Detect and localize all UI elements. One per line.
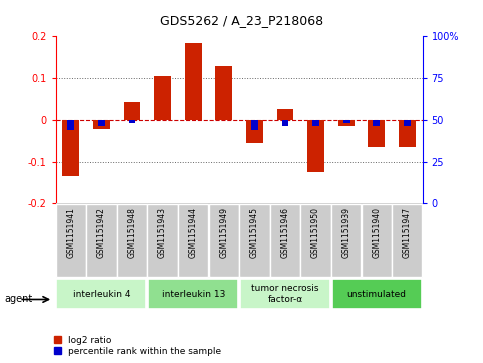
FancyBboxPatch shape xyxy=(56,203,423,278)
Bar xyxy=(343,120,350,123)
Text: tumor necrosis
factor-α: tumor necrosis factor-α xyxy=(251,284,319,304)
Text: GSM1151941: GSM1151941 xyxy=(66,207,75,258)
Bar xyxy=(338,120,355,126)
Text: GSM1151945: GSM1151945 xyxy=(250,207,259,258)
Bar xyxy=(307,120,324,172)
Bar xyxy=(68,120,74,130)
Bar xyxy=(369,120,385,147)
Text: interleukin 4: interleukin 4 xyxy=(72,290,130,298)
Legend: log2 ratio, percentile rank within the sample: log2 ratio, percentile rank within the s… xyxy=(53,335,222,357)
Text: GSM1151942: GSM1151942 xyxy=(97,207,106,258)
FancyBboxPatch shape xyxy=(209,204,239,277)
Bar xyxy=(312,120,319,126)
FancyBboxPatch shape xyxy=(148,280,238,309)
Text: interleukin 13: interleukin 13 xyxy=(161,290,225,298)
Text: GSM1151947: GSM1151947 xyxy=(403,207,412,258)
FancyBboxPatch shape xyxy=(332,280,422,309)
Bar xyxy=(373,120,380,126)
Bar xyxy=(282,120,288,126)
FancyBboxPatch shape xyxy=(178,204,208,277)
FancyBboxPatch shape xyxy=(362,204,392,277)
FancyBboxPatch shape xyxy=(57,280,146,309)
Bar xyxy=(399,120,416,147)
Bar xyxy=(128,120,135,123)
FancyBboxPatch shape xyxy=(300,204,331,277)
Text: GSM1151950: GSM1151950 xyxy=(311,207,320,258)
Text: GDS5262 / A_23_P218068: GDS5262 / A_23_P218068 xyxy=(160,15,323,28)
Bar xyxy=(251,120,258,130)
Text: agent: agent xyxy=(5,294,33,305)
FancyBboxPatch shape xyxy=(331,204,361,277)
Bar xyxy=(404,120,411,126)
FancyBboxPatch shape xyxy=(56,204,86,277)
Bar xyxy=(215,65,232,120)
Text: unstimulated: unstimulated xyxy=(347,290,407,298)
Bar xyxy=(154,76,171,120)
Text: GSM1151939: GSM1151939 xyxy=(341,207,351,258)
Bar xyxy=(93,120,110,129)
Text: GSM1151948: GSM1151948 xyxy=(128,207,137,258)
Bar xyxy=(246,120,263,143)
Text: GSM1151949: GSM1151949 xyxy=(219,207,228,258)
Text: GSM1151940: GSM1151940 xyxy=(372,207,381,258)
FancyBboxPatch shape xyxy=(86,204,116,277)
FancyBboxPatch shape xyxy=(147,204,178,277)
Bar xyxy=(185,42,201,120)
FancyBboxPatch shape xyxy=(240,280,330,309)
Text: GSM1151946: GSM1151946 xyxy=(281,207,289,258)
Bar xyxy=(124,102,141,120)
Text: GSM1151944: GSM1151944 xyxy=(189,207,198,258)
Bar xyxy=(277,109,293,120)
Bar xyxy=(62,120,79,176)
FancyBboxPatch shape xyxy=(270,204,300,277)
FancyBboxPatch shape xyxy=(117,204,147,277)
Bar xyxy=(98,120,105,126)
FancyBboxPatch shape xyxy=(392,204,423,277)
FancyBboxPatch shape xyxy=(239,204,270,277)
Text: GSM1151943: GSM1151943 xyxy=(158,207,167,258)
